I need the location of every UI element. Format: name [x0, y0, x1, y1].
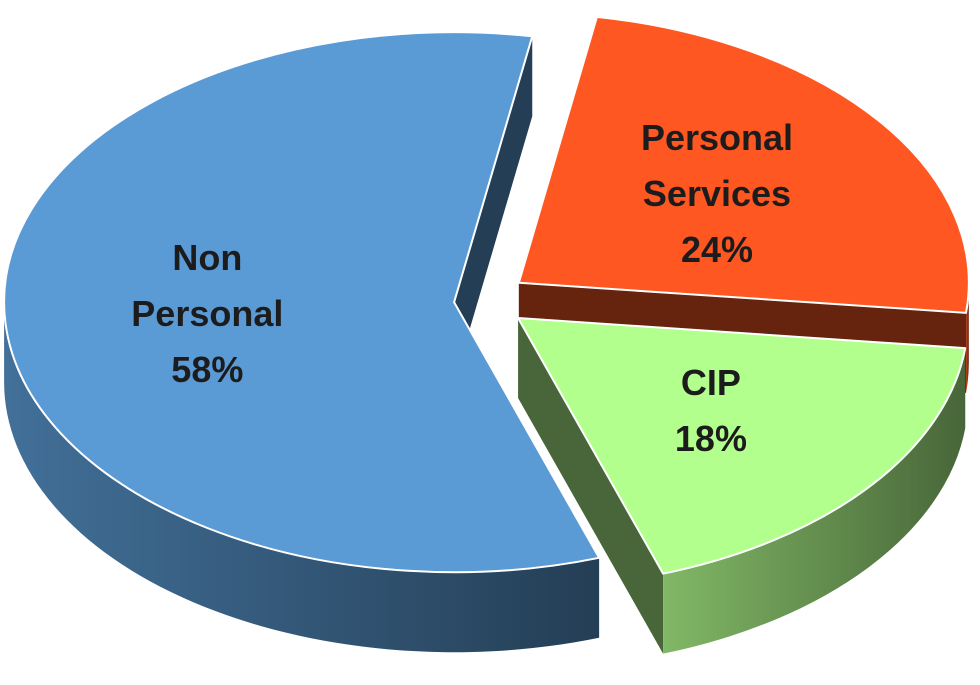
value-label: 24% [680, 228, 754, 270]
value-label: 18% [674, 418, 747, 460]
category-label: Personal Services [640, 116, 794, 214]
category-label: Non Personal [131, 236, 284, 334]
slice-label: Personal Services 24% [617, 110, 817, 278]
slice-top [3, 31, 601, 574]
slice-side [663, 348, 966, 654]
slice-label: CIP 18% [611, 355, 811, 467]
slice-wall [454, 36, 533, 383]
slice-wall [518, 318, 664, 654]
value-label: 58% [171, 348, 244, 390]
slice [517, 317, 967, 654]
slice-top [517, 15, 970, 314]
category-label: CIP [680, 362, 741, 404]
slice-label: Non Personal 58% [107, 230, 307, 398]
slice-side [4, 302, 600, 653]
slice [3, 31, 601, 653]
slice-top [517, 317, 967, 575]
